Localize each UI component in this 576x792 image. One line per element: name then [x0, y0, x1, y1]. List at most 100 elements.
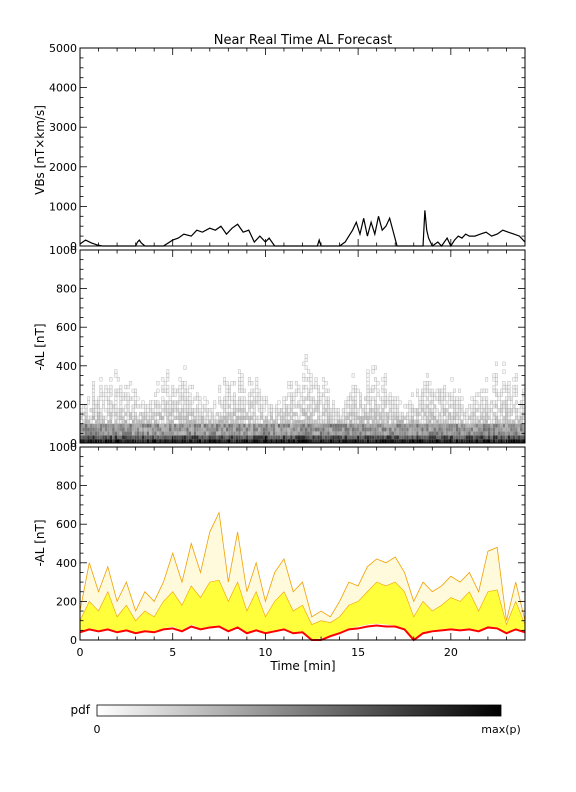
pdf-cell	[243, 435, 246, 440]
pdf-cell	[423, 435, 427, 440]
pdf-cell	[374, 415, 377, 420]
pdf-cell	[188, 400, 192, 405]
pdf-cell	[440, 419, 444, 424]
pdf-cell	[122, 439, 125, 443]
pdf-cell	[124, 384, 128, 390]
pdf-cell	[295, 439, 298, 443]
pdf-cell	[480, 415, 484, 420]
pdf-cell	[255, 381, 259, 386]
pdf-cell	[82, 404, 86, 409]
pdf-cell	[243, 411, 246, 417]
pdf-cell	[220, 419, 224, 424]
pdf-cell	[361, 411, 365, 417]
pdf-cell	[470, 435, 474, 440]
pdf-cell	[512, 388, 516, 393]
pdf-cell	[188, 411, 192, 417]
pdf-cell	[94, 404, 98, 409]
pdf-cell	[253, 435, 256, 440]
pdf-cell	[445, 400, 449, 405]
xtick-label: 15	[351, 646, 365, 659]
pdf-cell	[247, 381, 251, 386]
pdf-cell	[252, 388, 256, 393]
pdf-cell	[126, 400, 130, 405]
pdf-cell	[450, 396, 454, 401]
pdf-cell	[146, 431, 150, 436]
pdf-cell	[495, 361, 498, 366]
pdf-cell	[99, 427, 103, 432]
pdf-cell	[354, 384, 358, 390]
pdf-cell	[480, 400, 484, 405]
pdf-cell	[131, 396, 135, 401]
pdf-cell	[487, 411, 491, 417]
pdf-cell	[366, 423, 370, 428]
pdf-cell	[500, 408, 503, 413]
pdf-cell	[102, 435, 105, 440]
pdf-cell	[307, 388, 311, 393]
pdf-cell	[300, 419, 303, 424]
pdf-cell	[198, 408, 202, 413]
pdf-cell	[418, 396, 422, 401]
p1-ytick-label: 400	[56, 360, 77, 373]
pdf-cell	[116, 392, 120, 397]
pdf-cell	[453, 415, 456, 420]
pdf-cell	[144, 411, 147, 417]
pdf-cell	[482, 435, 486, 440]
pdf-cell	[200, 404, 204, 409]
pdf-cell	[472, 408, 476, 413]
pdf-cell	[317, 404, 320, 409]
pdf-cell	[386, 400, 390, 405]
pdf-cell	[245, 423, 249, 428]
pdf-cell	[161, 435, 165, 440]
pdf-cell	[512, 419, 516, 424]
pdf-cell	[193, 423, 197, 428]
x-axis-label: Time [min]	[269, 659, 335, 673]
pdf-cell	[139, 411, 142, 417]
pdf-cell	[495, 392, 498, 397]
pdf-cell	[401, 439, 404, 443]
pdf-cell	[285, 427, 288, 432]
pdf-cell	[124, 392, 128, 397]
pdf-cell	[116, 408, 120, 413]
pdf-cell	[307, 392, 311, 397]
pdf-cell	[262, 408, 266, 413]
pdf-cell	[109, 411, 113, 417]
pdf-cell	[381, 411, 385, 417]
pdf-cell	[408, 439, 412, 443]
pdf-cell	[225, 404, 229, 409]
pdf-cell	[225, 427, 229, 432]
pdf-cell	[99, 419, 103, 424]
pdf-cell	[468, 431, 471, 436]
pdf-cell	[183, 415, 187, 420]
pdf-cell	[102, 439, 105, 443]
pdf-cell	[312, 423, 315, 428]
pdf-cell	[191, 423, 194, 428]
pdf-cell	[376, 431, 380, 436]
pdf-cell	[371, 435, 375, 440]
pdf-cell	[158, 411, 162, 417]
pdf-cell	[228, 423, 231, 428]
pdf-cell	[463, 415, 466, 420]
pdf-cell	[114, 411, 118, 417]
pdf-cell	[438, 435, 441, 440]
pdf-cell	[349, 419, 352, 424]
pdf-cell	[292, 435, 296, 440]
pdf-cell	[416, 439, 419, 443]
pdf-cell	[186, 415, 189, 420]
pdf-cell	[102, 404, 105, 409]
pdf-cell	[109, 435, 113, 440]
pdf-cell	[319, 396, 323, 401]
pdf-cell	[126, 411, 130, 417]
pdf-cell	[403, 423, 407, 428]
pdf-cell	[495, 423, 498, 428]
pdf-cell	[339, 435, 343, 440]
pdf-cell	[428, 427, 432, 432]
pdf-cell	[460, 404, 464, 409]
pdf-cell	[188, 435, 192, 440]
pdf-cell	[107, 411, 110, 417]
pdf-cell	[319, 431, 323, 436]
pdf-cell	[121, 415, 125, 420]
pdf-cell	[418, 419, 422, 424]
pdf-cell	[196, 408, 199, 413]
pdf-cell	[329, 423, 333, 428]
pdf-cell	[492, 373, 496, 378]
